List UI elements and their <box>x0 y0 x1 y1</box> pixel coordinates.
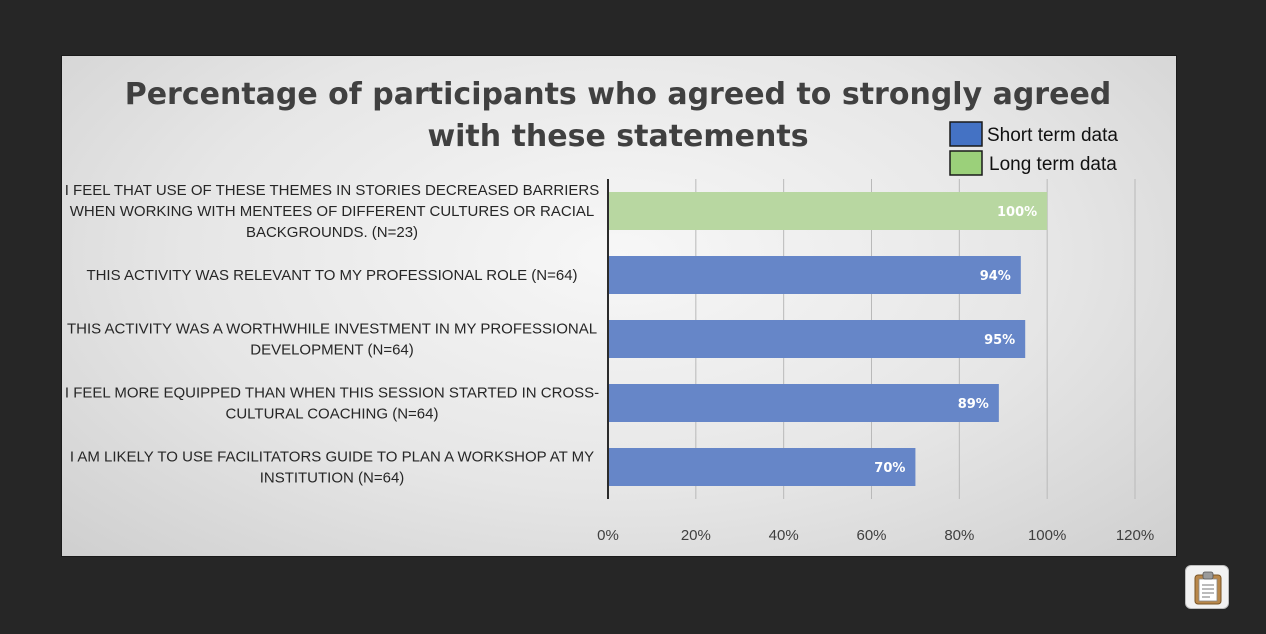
bar[interactable] <box>608 384 999 422</box>
x-tick-label: 60% <box>856 527 886 544</box>
category-label-line: CULTURAL COACHING (N=64) <box>226 406 439 423</box>
category-label-line: INSTITUTION (N=64) <box>260 470 405 487</box>
x-tick-label: 0% <box>597 527 619 544</box>
x-tick-label: 40% <box>769 527 799 544</box>
bar[interactable] <box>608 256 1021 294</box>
category-label-line: THIS ACTIVITY WAS RELEVANT TO MY PROFESS… <box>86 267 577 284</box>
category-label-line: WHEN WORKING WITH MENTEES OF DIFFERENT C… <box>70 203 594 220</box>
legend-label: Short term data <box>987 125 1118 146</box>
chart-title-line: Percentage of participants who agreed to… <box>125 77 1112 112</box>
category-label-line: I AM LIKELY TO USE FACILITATORS GUIDE TO… <box>70 449 594 466</box>
data-label: 89% <box>958 397 989 412</box>
category-label-line: DEVELOPMENT (N=64) <box>250 342 414 359</box>
x-tick-label: 120% <box>1116 527 1154 544</box>
x-tick-label: 20% <box>681 527 711 544</box>
category-label: THIS ACTIVITY WAS RELEVANT TO MY PROFESS… <box>86 267 577 284</box>
data-label: 70% <box>874 461 905 476</box>
legend-label: Long term data <box>989 154 1117 175</box>
legend-swatch <box>949 150 983 176</box>
data-label: 94% <box>980 269 1011 284</box>
bar[interactable] <box>608 192 1048 230</box>
clipboard-icon <box>1194 571 1222 605</box>
category-label: I AM LIKELY TO USE FACILITATORS GUIDE TO… <box>70 449 594 487</box>
legend-swatch <box>949 121 983 147</box>
clipboard-button[interactable] <box>1185 565 1229 609</box>
category-label-line: THIS ACTIVITY WAS A WORTHWHILE INVESTMEN… <box>67 321 597 338</box>
data-label: 95% <box>984 333 1015 348</box>
bar[interactable] <box>608 448 916 486</box>
chart-panel: Percentage of participants who agreed to… <box>62 56 1176 556</box>
category-label: THIS ACTIVITY WAS A WORTHWHILE INVESTMEN… <box>67 321 597 359</box>
category-label-line: I FEEL MORE EQUIPPED THAN WHEN THIS SESS… <box>65 385 599 402</box>
x-tick-label: 80% <box>944 527 974 544</box>
category-label-line: I FEEL THAT USE OF THESE THEMES IN STORI… <box>65 182 600 199</box>
chart-title-line: with these statements <box>427 119 808 154</box>
category-label: I FEEL THAT USE OF THESE THEMES IN STORI… <box>65 182 600 241</box>
category-label-line: BACKGROUNDS. (N=23) <box>246 224 418 241</box>
data-label: 100% <box>997 205 1037 220</box>
x-tick-label: 100% <box>1028 527 1066 544</box>
category-label: I FEEL MORE EQUIPPED THAN WHEN THIS SESS… <box>65 385 599 423</box>
bar[interactable] <box>608 320 1026 358</box>
bar-chart: Percentage of participants who agreed to… <box>65 77 1154 544</box>
